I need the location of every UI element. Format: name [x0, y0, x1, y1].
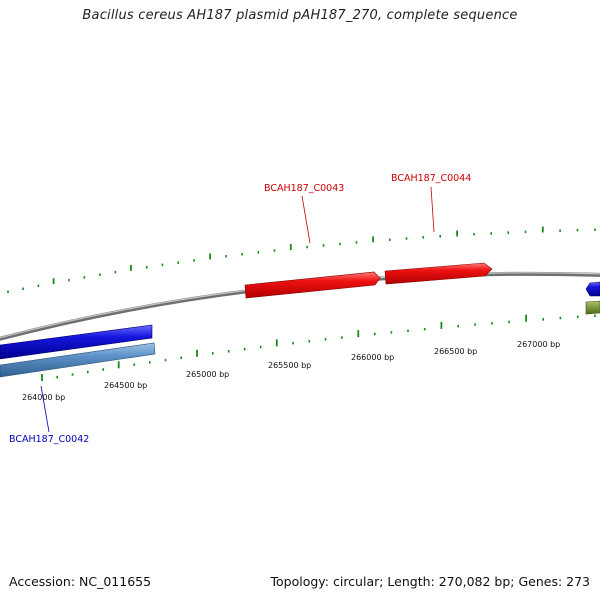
map-title: Bacillus cereus AH187 plasmid pAH187_270…: [82, 8, 518, 23]
gene-bcah187-c0044-arrow[interactable]: [384, 262, 493, 285]
gene-bcah187-c0043-leader: [301, 195, 311, 244]
gene-bcah187-c0043-arrow[interactable]: [244, 271, 381, 299]
sequence-summary-text: Topology: circular; Length: 270,082 bp; …: [270, 574, 591, 589]
cds-right-edge-olive-bar[interactable]: [585, 300, 600, 315]
outer-tick-ring: [7, 226, 596, 293]
inner-tick-ring: [41, 314, 596, 381]
gene-label-bcah187-c0044[interactable]: BCAH187_C0044: [391, 173, 471, 184]
scale-label-264500: 264500 bp: [104, 381, 147, 390]
gene-label-bcah187-c0043[interactable]: BCAH187_C0043: [264, 183, 344, 194]
scale-label-266000: 266000 bp: [351, 353, 394, 362]
accession-text: Accession: NC_011655: [9, 574, 152, 589]
scale-label-267000: 267000 bp: [517, 340, 560, 349]
scale-label-266500: 266500 bp: [434, 347, 477, 356]
scale-label-265000: 265000 bp: [186, 370, 229, 379]
gene-right-edge-blue-arrow[interactable]: [585, 281, 600, 297]
gene-bcah187-c0042-leader: [40, 385, 50, 433]
scale-label-265500: 265500 bp: [268, 361, 311, 370]
gene-bcah187-c0044-leader: [430, 186, 435, 233]
gene-bcah187-c0042-bar[interactable]: [0, 324, 153, 360]
scale-label-264000: 264000 bp: [22, 393, 65, 402]
cds-light-blue-bar[interactable]: [0, 342, 156, 378]
gene-label-bcah187-c0042[interactable]: BCAH187_C0042: [9, 434, 89, 445]
